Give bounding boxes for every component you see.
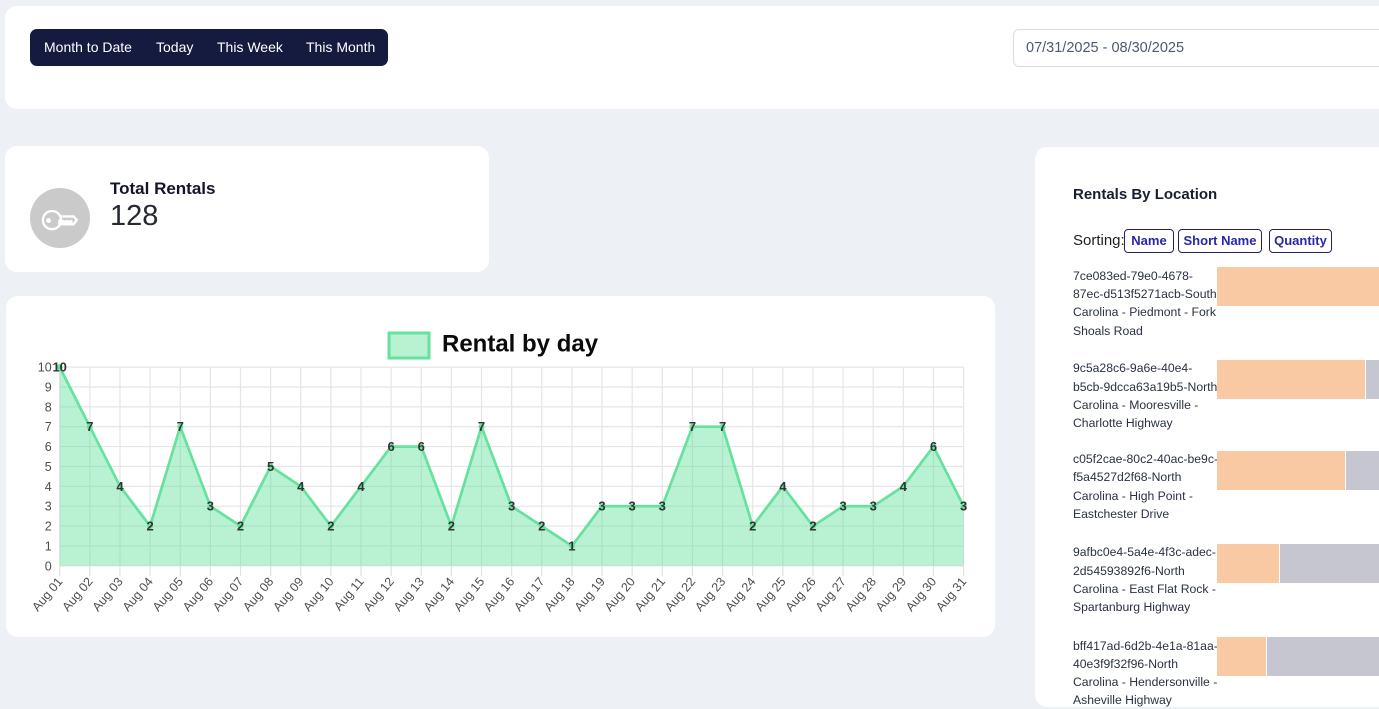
svg-text:Aug 14: Aug 14 <box>421 575 457 614</box>
svg-text:7: 7 <box>86 419 93 434</box>
svg-text:4: 4 <box>45 480 52 494</box>
svg-text:6: 6 <box>388 439 395 454</box>
svg-text:Aug 07: Aug 07 <box>210 575 246 614</box>
svg-text:3: 3 <box>45 500 52 514</box>
svg-text:Aug 27: Aug 27 <box>813 575 849 614</box>
svg-text:Aug 22: Aug 22 <box>662 575 698 614</box>
svg-text:Aug 15: Aug 15 <box>451 575 487 614</box>
svg-text:2: 2 <box>538 519 545 534</box>
svg-text:3: 3 <box>870 499 877 514</box>
svg-text:Aug 18: Aug 18 <box>542 575 578 614</box>
svg-text:2: 2 <box>146 519 153 534</box>
svg-text:10: 10 <box>52 360 66 375</box>
svg-text:Aug 06: Aug 06 <box>180 575 216 614</box>
svg-text:2: 2 <box>237 519 244 534</box>
svg-text:Aug 21: Aug 21 <box>632 575 668 614</box>
svg-text:7: 7 <box>689 419 696 434</box>
svg-text:6: 6 <box>45 440 52 454</box>
svg-text:Aug 12: Aug 12 <box>361 575 397 614</box>
svg-text:Aug 17: Aug 17 <box>511 575 547 614</box>
svg-text:7: 7 <box>45 420 52 434</box>
svg-text:Aug 29: Aug 29 <box>873 575 909 614</box>
svg-text:4: 4 <box>297 479 305 494</box>
svg-text:0: 0 <box>45 559 52 573</box>
svg-text:Aug 04: Aug 04 <box>120 575 156 614</box>
svg-text:Aug 05: Aug 05 <box>150 575 186 614</box>
svg-text:Aug 13: Aug 13 <box>391 575 427 614</box>
svg-text:Aug 03: Aug 03 <box>90 575 126 614</box>
svg-text:Aug 28: Aug 28 <box>843 575 879 614</box>
svg-text:2: 2 <box>809 519 816 534</box>
svg-text:4: 4 <box>116 479 124 494</box>
svg-text:3: 3 <box>629 499 636 514</box>
svg-text:Aug 11: Aug 11 <box>331 575 367 614</box>
svg-text:Aug 08: Aug 08 <box>240 575 276 614</box>
svg-text:2: 2 <box>327 519 334 534</box>
svg-text:9: 9 <box>45 380 52 394</box>
svg-text:2: 2 <box>45 520 52 534</box>
svg-text:Aug 09: Aug 09 <box>270 575 306 614</box>
svg-text:3: 3 <box>508 499 515 514</box>
svg-text:Aug 23: Aug 23 <box>692 575 728 614</box>
svg-text:4: 4 <box>779 479 787 494</box>
svg-text:Aug 25: Aug 25 <box>752 575 788 614</box>
svg-text:4: 4 <box>357 479 365 494</box>
svg-text:Aug 01: Aug 01 <box>29 575 65 614</box>
svg-text:Aug 26: Aug 26 <box>783 575 819 614</box>
svg-text:Aug 20: Aug 20 <box>602 575 638 614</box>
svg-text:3: 3 <box>207 499 214 514</box>
svg-text:Aug 02: Aug 02 <box>59 575 95 614</box>
svg-text:7: 7 <box>478 419 485 434</box>
svg-text:Aug 31: Aug 31 <box>933 575 969 614</box>
svg-text:Aug 10: Aug 10 <box>300 575 336 614</box>
svg-text:Aug 19: Aug 19 <box>572 575 608 614</box>
svg-text:1: 1 <box>45 539 52 553</box>
svg-text:4: 4 <box>900 479 908 494</box>
svg-text:6: 6 <box>930 439 937 454</box>
svg-text:5: 5 <box>267 459 274 474</box>
svg-text:2: 2 <box>749 519 756 534</box>
svg-text:3: 3 <box>839 499 846 514</box>
svg-text:Aug 24: Aug 24 <box>722 575 758 614</box>
svg-text:2: 2 <box>448 519 455 534</box>
svg-text:7: 7 <box>719 419 726 434</box>
svg-text:3: 3 <box>960 499 967 514</box>
svg-text:10: 10 <box>38 361 52 375</box>
svg-text:3: 3 <box>598 499 605 514</box>
svg-text:7: 7 <box>177 419 184 434</box>
svg-text:Rental by day: Rental by day <box>442 331 599 358</box>
svg-text:Aug 30: Aug 30 <box>903 575 939 614</box>
svg-text:Aug 16: Aug 16 <box>481 575 517 614</box>
svg-text:5: 5 <box>45 460 52 474</box>
svg-text:6: 6 <box>418 439 425 454</box>
svg-text:1: 1 <box>568 538 575 553</box>
svg-text:8: 8 <box>45 400 52 414</box>
svg-text:3: 3 <box>659 499 666 514</box>
